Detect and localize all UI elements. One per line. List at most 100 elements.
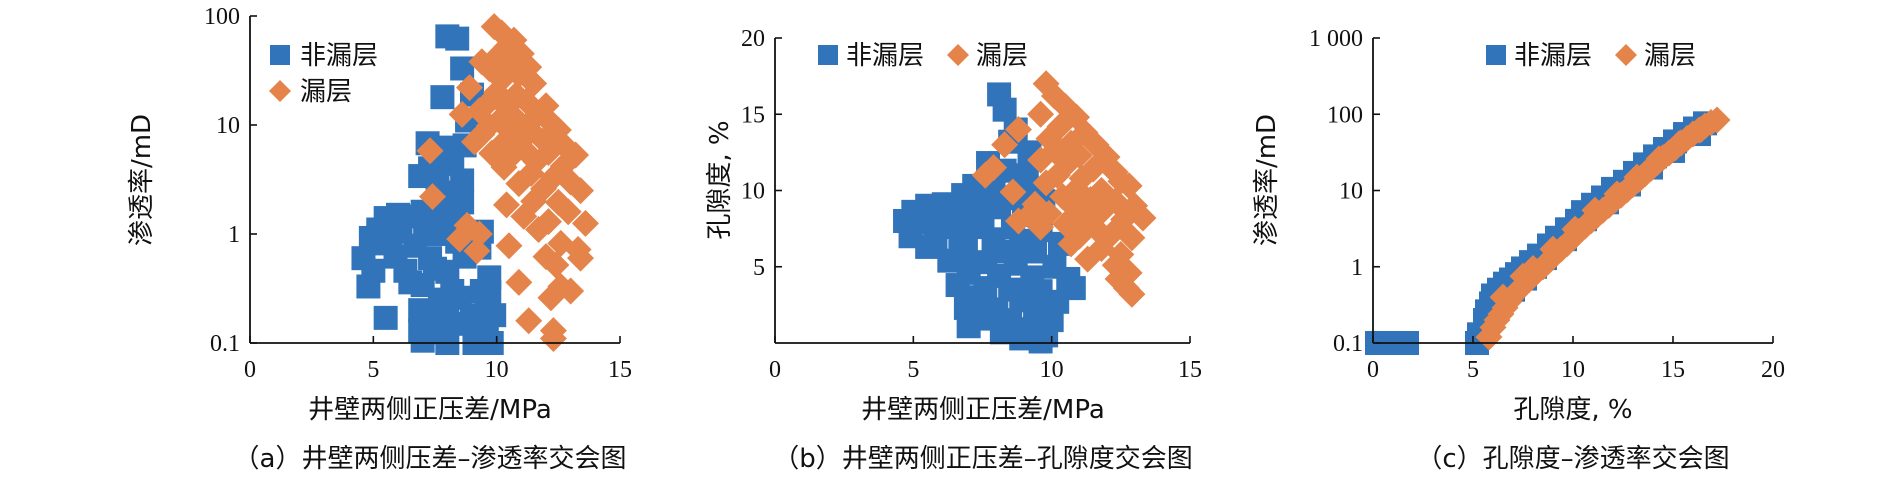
x-tick-label: 5	[1467, 357, 1479, 383]
y-tick-label: 10	[1339, 179, 1363, 205]
panel-c-ticks: 0 5 10 15 20 0.1 1 10 100 1 000	[1309, 26, 1785, 383]
leak-point	[1129, 204, 1157, 232]
leak-point	[1539, 235, 1567, 263]
panel-b-legend: 非漏层 漏层	[818, 41, 1028, 71]
non-leak-point	[1028, 329, 1053, 354]
y-tick-label: 100	[1327, 102, 1363, 128]
leak-point	[1027, 146, 1055, 174]
x-tick-label: 15	[1661, 357, 1685, 383]
leak-point	[1118, 280, 1146, 308]
leak-point	[505, 268, 533, 296]
y-tick-label: 0.1	[210, 331, 240, 357]
leak-point	[510, 202, 538, 230]
leak-point	[463, 237, 491, 265]
leak-point	[465, 220, 493, 248]
legend-leak-marker	[269, 80, 291, 102]
leak-point	[1118, 224, 1146, 252]
y-tick-label: 15	[741, 102, 765, 128]
leak-point	[1623, 163, 1651, 191]
leak-point	[1115, 172, 1143, 200]
non-leak-point	[410, 328, 435, 353]
leak-point	[1057, 230, 1085, 258]
panel-a-ticks: 0 5 10 15 0.1 1 10 100	[204, 4, 632, 383]
leak-point	[419, 183, 447, 211]
non-leak-point	[445, 26, 470, 51]
y-tick-label: 0.1	[1333, 331, 1363, 357]
panel-c-legend: 非漏层 漏层	[1486, 41, 1696, 71]
leak-point	[991, 131, 1019, 159]
non-leak-point	[482, 303, 507, 328]
y-tick-label: 20	[741, 26, 765, 52]
panel-a-marks	[351, 13, 599, 355]
legend-non-leak-label: 非漏层	[300, 41, 378, 71]
leak-point	[1687, 116, 1715, 144]
leak-point	[537, 284, 565, 312]
legend-non-leak-marker	[1486, 45, 1506, 65]
leak-point	[539, 324, 567, 352]
leak-point	[971, 161, 999, 189]
leak-point	[1087, 234, 1115, 262]
leak-point	[446, 225, 474, 253]
leak-point	[1581, 196, 1609, 224]
leak-point	[999, 178, 1027, 206]
leak-point	[1489, 283, 1517, 311]
x-tick-label: 5	[367, 357, 379, 383]
leak-point	[554, 198, 582, 226]
leak-point	[416, 137, 444, 165]
leak-point	[1665, 130, 1693, 158]
leak-point	[460, 128, 488, 156]
leak-point	[1509, 262, 1537, 290]
x-tick-label: 0	[1367, 357, 1379, 383]
legend-leak-label: 漏层	[300, 77, 352, 107]
legend-non-leak-label: 非漏层	[846, 41, 924, 71]
legend-leak-label: 漏层	[1644, 41, 1696, 71]
leak-point	[1004, 116, 1032, 143]
leak-point	[1032, 169, 1060, 197]
panel-c-marks	[1365, 106, 1731, 355]
leak-point	[1027, 100, 1055, 128]
leak-point	[456, 74, 484, 102]
leak-point	[1645, 145, 1673, 173]
x-tick-label: 20	[1761, 357, 1785, 383]
non-leak-point	[477, 280, 502, 305]
y-tick-label: 10	[216, 113, 240, 139]
panel-a-legend: 非漏层 漏层	[269, 41, 378, 107]
y-tick-label: 1	[1351, 255, 1363, 281]
non-leak-point	[430, 85, 455, 110]
x-tick-label: 15	[608, 357, 632, 383]
non-leak-point	[915, 234, 940, 259]
leak-point	[515, 53, 543, 81]
y-tick-label: 5	[753, 255, 765, 281]
panel-c: 0 5 10 15 20 0.1 1 10 100 1 000 渗透率/mD 孔隙度, % 非漏层…	[1252, 26, 1785, 474]
panel-a-y-axis-label: 渗透率/mD	[127, 114, 157, 246]
leak-point	[567, 177, 595, 205]
legend-leak-marker	[947, 44, 969, 66]
x-tick-label: 0	[769, 357, 781, 383]
panel-b-y-axis-label: 孔隙度, %	[705, 120, 735, 239]
y-tick-label: 100	[204, 4, 240, 30]
legend-non-leak-marker	[270, 45, 290, 65]
x-tick-label: 0	[244, 357, 256, 383]
panel-a-caption: （a）井壁两侧压差–渗透率交会图	[234, 444, 627, 474]
legend-non-leak-marker	[818, 45, 838, 65]
leak-point	[571, 209, 599, 237]
leak-point	[525, 215, 553, 243]
x-tick-label: 10	[1040, 357, 1064, 383]
leak-point	[490, 153, 518, 181]
x-tick-label: 10	[485, 357, 509, 383]
legend-leak-marker	[1615, 44, 1637, 66]
panel-b-x-axis-label: 井壁两侧正压差/MPa	[861, 395, 1105, 425]
non-leak-point	[956, 314, 981, 339]
leak-point	[1074, 245, 1102, 273]
leak-point	[493, 191, 521, 219]
y-tick-label: 10	[741, 179, 765, 205]
panel-c-caption: （c）孔隙度–渗透率交会图	[1416, 444, 1729, 474]
leak-point	[505, 170, 533, 198]
non-leak-point	[356, 274, 381, 299]
legend-non-leak-label: 非漏层	[1514, 41, 1592, 71]
non-leak-point	[373, 305, 398, 330]
y-tick-label: 1 000	[1309, 26, 1363, 52]
leak-point	[1603, 180, 1631, 208]
leak-point	[567, 244, 595, 272]
leak-point	[1561, 215, 1589, 243]
